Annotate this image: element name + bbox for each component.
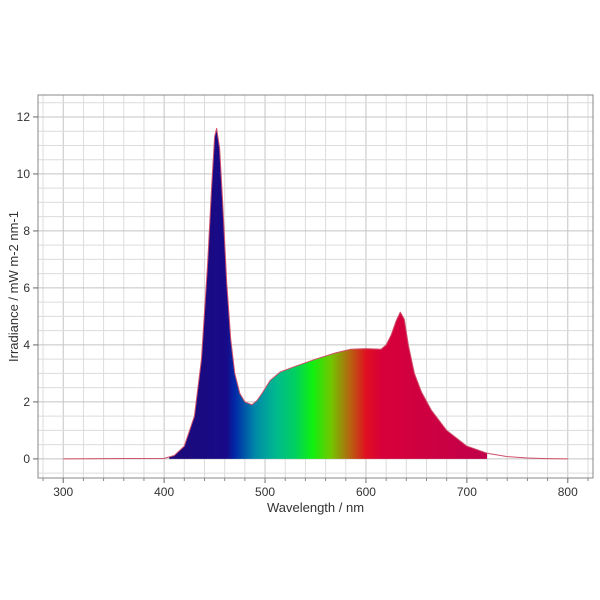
spectrum-area <box>169 128 488 459</box>
y-tick-label: 12 <box>17 110 31 124</box>
y-tick-label: 10 <box>17 167 31 181</box>
x-tick-label: 400 <box>154 485 174 499</box>
y-tick-label: 6 <box>23 281 30 295</box>
ticks: 300 400 500 600 700 800 0 2 4 6 8 10 12 <box>17 110 589 499</box>
y-tick-label: 0 <box>23 452 30 466</box>
x-tick-label: 700 <box>457 485 477 499</box>
x-tick-label: 300 <box>53 485 73 499</box>
x-tick-label: 600 <box>356 485 376 499</box>
spectrum-line <box>63 127 568 460</box>
x-tick-label: 800 <box>558 485 578 499</box>
y-tick-label: 8 <box>23 224 30 238</box>
y-axis-label: Irradiance / mW m-2 nm-1 <box>6 211 21 362</box>
x-tick-label: 500 <box>255 485 275 499</box>
x-axis-label: Wavelength / nm <box>267 500 364 515</box>
y-tick-label: 2 <box>23 395 30 409</box>
plot-frame <box>37 94 594 479</box>
y-tick-label: 4 <box>23 338 30 352</box>
